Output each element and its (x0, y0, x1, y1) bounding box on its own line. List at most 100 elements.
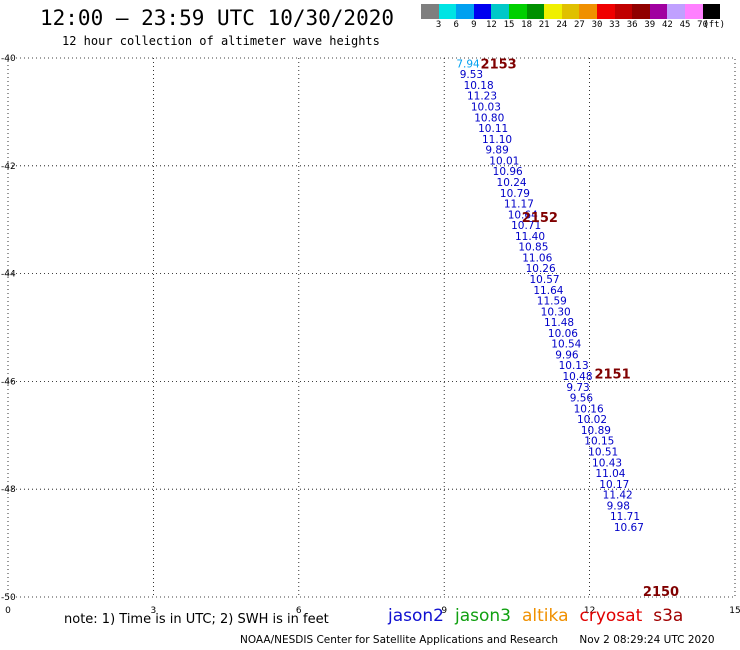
scale-label: 21 (538, 20, 550, 30)
scale-swatch (526, 4, 545, 19)
scale-label: 18 (521, 20, 533, 30)
scale-swatch (649, 4, 668, 19)
time-label: 2153 (481, 57, 517, 72)
scale-swatch (561, 4, 580, 19)
swh-value-label: 10.89 (581, 425, 611, 437)
x-tick-label: 9 (441, 606, 447, 616)
scale-swatch (702, 4, 721, 19)
swh-value-label: 11.06 (522, 252, 552, 264)
swh-value-label: 10.06 (548, 328, 578, 340)
scale-swatch (632, 4, 650, 19)
swh-value-label: 10.13 (559, 360, 589, 372)
swh-value-label: 10.79 (500, 188, 530, 200)
time-label: 2152 (522, 211, 558, 226)
swh-value-label: 10.24 (497, 177, 527, 189)
swh-value-label: 10.57 (530, 274, 560, 286)
swh-value-label: 10.64 (508, 209, 538, 221)
plot-frame (7, 57, 736, 598)
scale-label: 36 (626, 20, 638, 30)
swh-value-label: 10.80 (474, 112, 504, 124)
swh-value-label: 11.23 (467, 91, 497, 103)
swh-value-label: 10.96 (493, 166, 523, 178)
swh-value-label: 10.11 (478, 123, 508, 135)
swh-value-label: 11.04 (595, 468, 625, 480)
note-text: note: 1) Time is in UTC; 2) SWH is in fe… (64, 612, 329, 627)
swh-value-label: 10.16 (574, 403, 604, 415)
legend-altika: altika (522, 606, 569, 626)
scale-label: 33 (609, 20, 621, 30)
swh-value-label: 11.42 (603, 490, 633, 502)
swh-value-label: 10.71 (511, 220, 541, 232)
swh-value-label: 10.67 (614, 522, 644, 534)
swh-value-label: 11.40 (515, 231, 545, 243)
scale-label: 39 (644, 20, 656, 30)
scale-label: 12 (485, 20, 497, 30)
swh-value-label: 10.26 (526, 263, 556, 275)
swh-value-label: 11.10 (482, 134, 512, 146)
x-tick-label: 15 (729, 606, 740, 616)
x-tick-label: 12 (584, 606, 595, 616)
legend-cryosat: cryosat (579, 606, 643, 626)
color-scale-labels: 3 6 9 12 15 18 21 24 27 30 33 36 39 42 45 70 (ft) (421, 19, 740, 31)
swh-value-label: 9.73 (566, 382, 589, 394)
scale-swatch (421, 4, 439, 19)
credit-line: NOAA/NESDIS Center for Satellite Applica… (240, 634, 715, 646)
scale-label: 6 (453, 20, 459, 30)
swh-value-label: 9.96 (555, 349, 579, 361)
swh-value-label: 11.59 (537, 296, 567, 308)
time-label: 2150 (643, 585, 679, 600)
y-tick-label: -46 (1, 377, 16, 387)
y-tick-label: -40 (1, 54, 16, 64)
swh-value-label: 11.64 (533, 285, 563, 297)
scale-swatch (508, 4, 527, 19)
y-tick-label: -42 (1, 162, 16, 172)
swh-value-label: 9.56 (570, 393, 594, 405)
scale-swatch (579, 4, 597, 19)
swh-value-label: 10.18 (464, 80, 494, 92)
legend-jason2: jason2 (388, 606, 444, 626)
swh-value-label: 11.71 (610, 511, 640, 523)
scale-label: 42 (661, 20, 673, 30)
scale-label: 27 (573, 20, 585, 30)
x-tick-label: 6 (296, 606, 302, 616)
scale-swatch (456, 4, 474, 19)
scale-label: 9 (471, 20, 477, 30)
swh-value-label: 11.48 (544, 317, 574, 329)
y-tick-label: -50 (1, 593, 16, 603)
scale-swatch (596, 4, 615, 19)
x-tick-label: 0 (5, 606, 11, 616)
scale-label: 70 (697, 20, 709, 30)
swh-value-label: 11.17 (504, 199, 534, 211)
scale-swatch (438, 4, 457, 19)
scale-swatch (667, 4, 685, 19)
page-subtitle: 12 hour collection of altimeter wave hei… (62, 34, 380, 48)
swh-value-label: 10.51 (588, 446, 618, 458)
swh-value-label: 10.85 (518, 242, 548, 254)
color-scale: 3 6 9 12 15 18 21 24 27 30 33 36 39 42 45 70 (ft) (421, 4, 740, 31)
scale-label: 30 (591, 20, 603, 30)
legend-s3a: s3a (653, 606, 684, 626)
y-tick-label: -48 (1, 485, 16, 495)
y-tick-label: -44 (1, 270, 16, 280)
time-label: 2151 (594, 367, 630, 382)
swh-value-label: 9.53 (460, 69, 483, 81)
scale-label: 15 (503, 20, 515, 30)
scale-label: (ft) (703, 20, 726, 30)
page-title: 12:00 – 23:59 UTC 10/30/2020 (40, 6, 395, 30)
scale-swatch (473, 4, 492, 19)
swh-value-label: 10.03 (471, 102, 501, 114)
scale-label: 24 (556, 20, 568, 30)
scale-swatch (544, 4, 562, 19)
credit-org: NOAA/NESDIS Center for Satellite Applica… (240, 634, 558, 646)
scale-label: 45 (679, 20, 691, 30)
swh-value-label: 10.17 (599, 479, 629, 491)
swh-value-label: 10.01 (489, 155, 519, 167)
scale-label: 3 (435, 20, 442, 30)
scale-swatch (684, 4, 703, 19)
scale-swatch (491, 4, 509, 19)
x-tick-label: 3 (151, 606, 157, 616)
swh-value-label: 9.98 (607, 500, 630, 512)
credit-timestamp: Nov 2 08:29:24 UTC 2020 (579, 634, 715, 646)
swh-value-label: 10.48 (562, 371, 592, 383)
